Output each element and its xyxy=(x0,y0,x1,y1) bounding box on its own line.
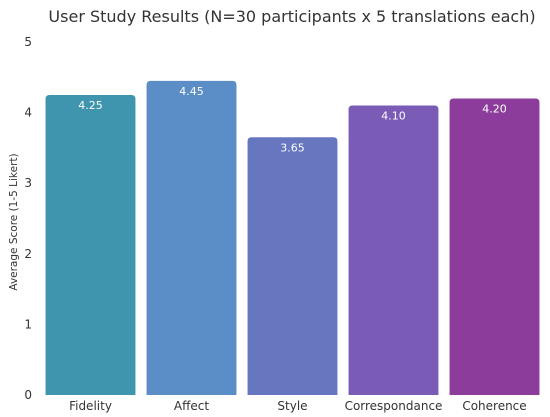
x-tick-label: Correspondance xyxy=(345,399,443,413)
bar-value-label: 4.10 xyxy=(381,110,406,123)
bars: 4.25 4.45 3.65 4.10 4.20 xyxy=(45,80,540,395)
y-tick-label: 3 xyxy=(24,176,32,190)
bar-correspondance xyxy=(348,105,439,395)
bar-coherence xyxy=(449,98,540,395)
bar-value-label: 4.25 xyxy=(78,99,103,112)
bar-fidelity xyxy=(45,94,136,395)
y-tick-label: 2 xyxy=(24,247,32,261)
chart-title: User Study Results (N=30 participants x … xyxy=(48,7,535,26)
y-tick-label: 5 xyxy=(24,35,32,49)
y-tick-label: 1 xyxy=(24,317,32,331)
y-tick-label: 4 xyxy=(24,106,32,120)
y-tick-label: 0 xyxy=(24,388,32,402)
y-axis-ticks: 0 1 2 3 4 5 xyxy=(24,35,32,402)
x-tick-label: Fidelity xyxy=(69,399,112,413)
bar-affect xyxy=(146,80,237,395)
x-tick-label: Coherence xyxy=(462,399,526,413)
bar-value-label: 4.20 xyxy=(482,102,507,115)
bar-value-label: 3.65 xyxy=(280,141,305,154)
bar-value-label: 4.45 xyxy=(179,85,204,98)
y-axis-label: Average Score (1-5 Likert) xyxy=(8,153,20,290)
x-axis-categories: Fidelity Affect Style Correspondance Coheren… xyxy=(69,399,527,413)
x-tick-label: Affect xyxy=(174,399,209,413)
x-tick-label: Style xyxy=(277,399,307,413)
bar-style xyxy=(247,137,338,395)
